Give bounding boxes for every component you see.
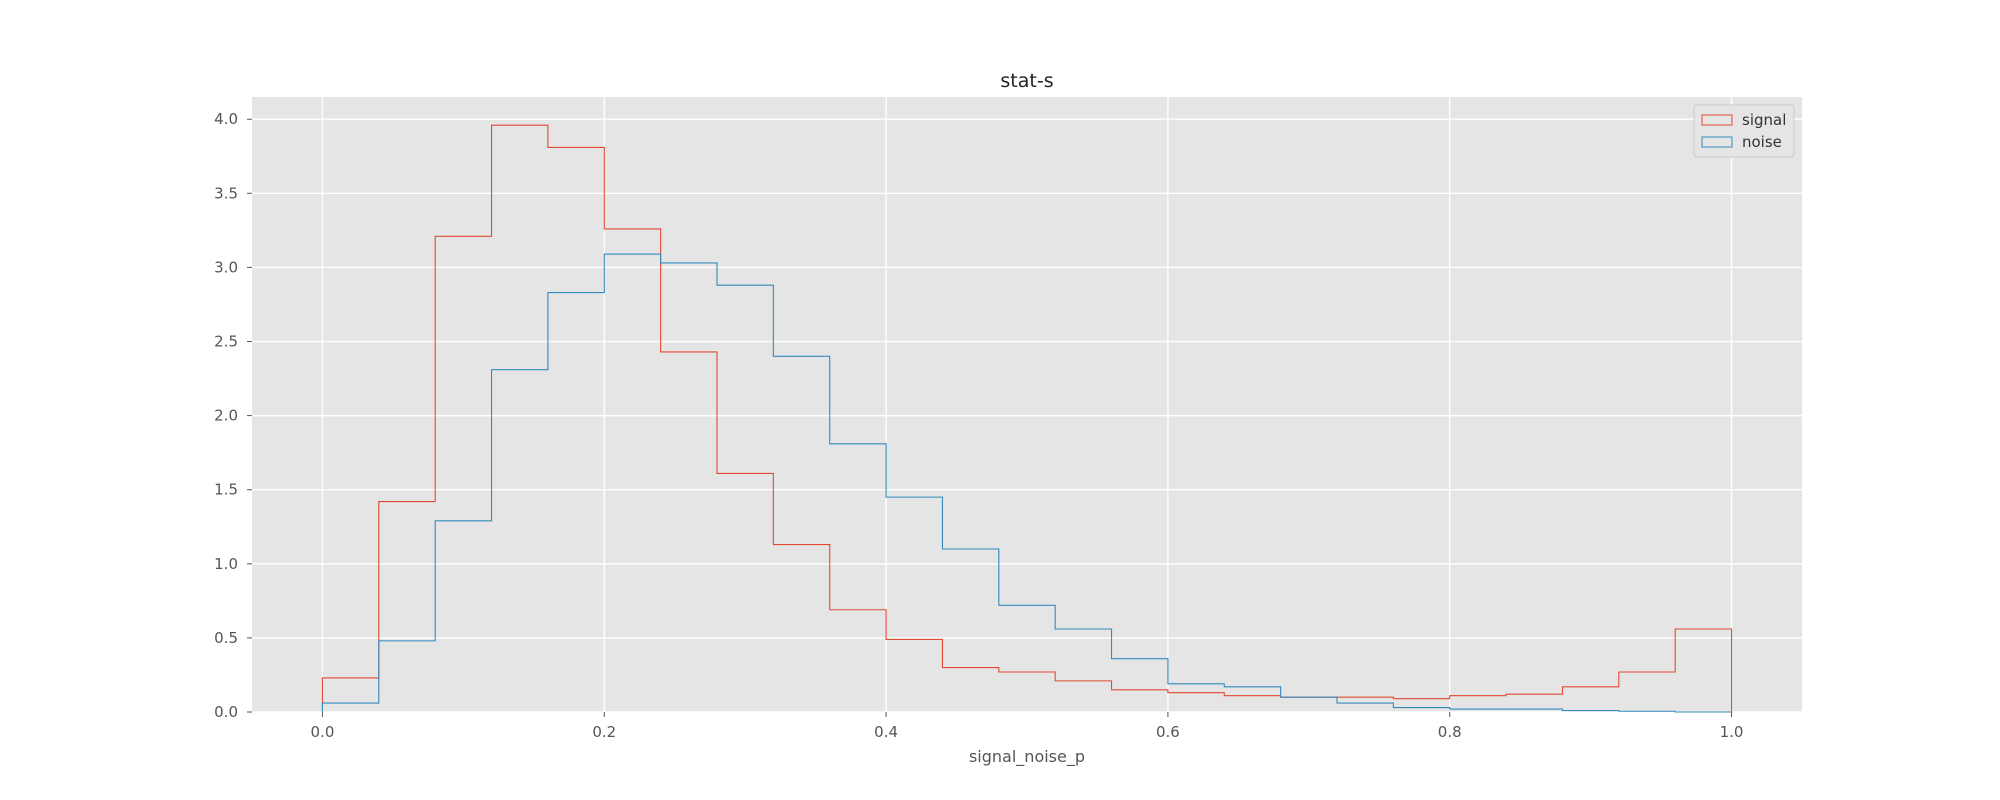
y-tick-label: 0.0: [214, 703, 238, 721]
y-tick-label: 2.5: [214, 333, 238, 351]
y-tick-label: 0.5: [214, 629, 238, 647]
plot-area: [252, 97, 1802, 712]
y-tick-label: 1.0: [214, 555, 238, 573]
y-tick-label: 1.5: [214, 481, 238, 499]
y-tick-label: 3.5: [214, 184, 238, 202]
y-tick-label: 3.0: [214, 258, 238, 276]
legend-label-noise: noise: [1742, 133, 1782, 151]
chart-title: stat-s: [1000, 70, 1053, 92]
legend-label-signal: signal: [1742, 111, 1786, 129]
legend-swatch-signal: [1701, 114, 1733, 126]
x-tick-label: 0.8: [1438, 723, 1462, 741]
series-noise-step-line: [321, 253, 1732, 713]
y-tick-label: 4.0: [214, 110, 238, 128]
legend-box: [1693, 104, 1795, 158]
x-tick-label: 1.0: [1720, 723, 1744, 741]
x-tick-label: 0.0: [311, 723, 335, 741]
legend: signal noise: [1693, 104, 1795, 158]
x-axis-ticks: 0.0 0.2 0.4 0.6 0.8 1.0: [311, 712, 1744, 741]
x-tick-label: 0.2: [592, 723, 616, 741]
series-signal-step-line: [321, 124, 1733, 712]
legend-swatch-noise: [1701, 136, 1733, 148]
series-layer: [321, 124, 1733, 713]
x-tick-label: 0.6: [1156, 723, 1180, 741]
y-axis-ticks: 0.0 0.5 1.0 1.5 2.0 2.5 3.0 3.5 4.0: [214, 110, 252, 721]
x-axis-label: signal_noise_p: [969, 747, 1085, 767]
x-tick-label: 0.4: [874, 723, 898, 741]
y-tick-label: 2.0: [214, 407, 238, 425]
grid-lines: [252, 97, 1802, 713]
